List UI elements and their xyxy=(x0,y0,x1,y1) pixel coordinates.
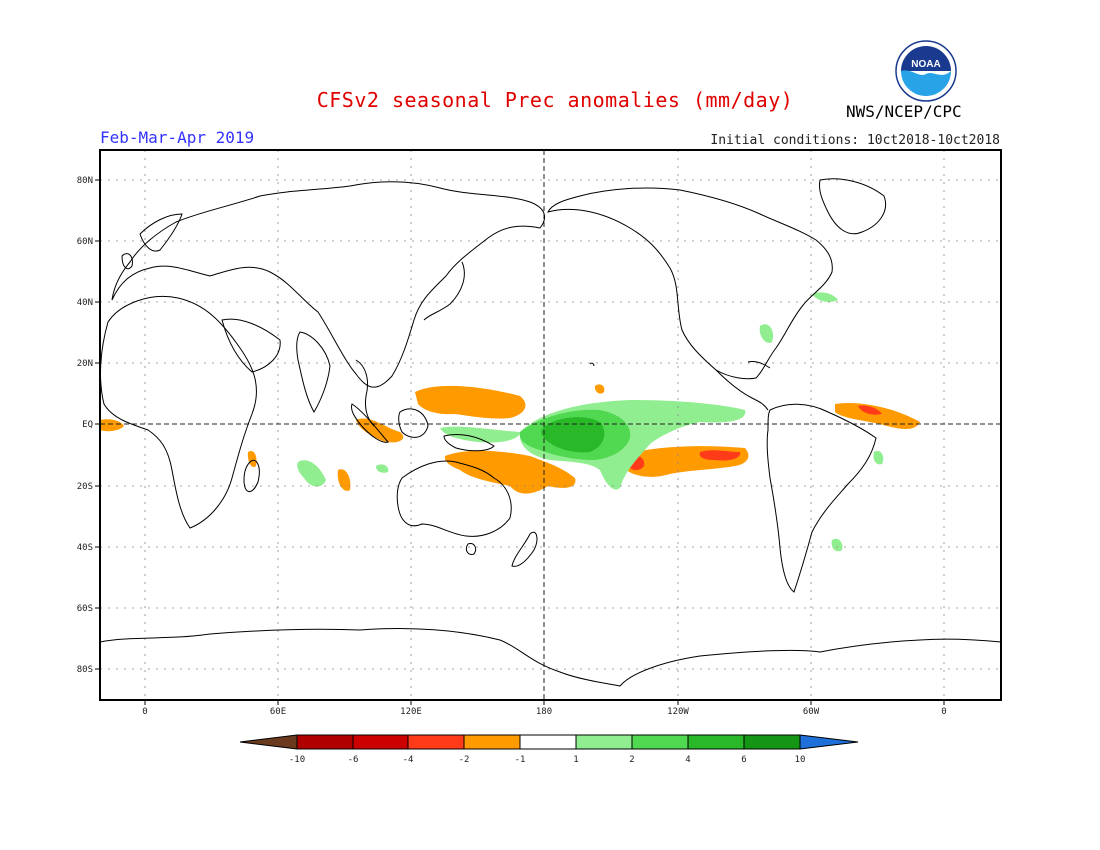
map-panel xyxy=(100,150,1001,700)
lat-tick-label: 60S xyxy=(77,604,93,614)
wet-anomaly-brazil-east xyxy=(873,450,884,465)
coast-madagascar xyxy=(243,459,260,492)
colorbar-seg-arrow-left xyxy=(240,735,297,749)
lon-axis: 0 60E 120E 180 120W 60W 0 xyxy=(142,700,947,717)
coast-south-america xyxy=(766,403,877,593)
wet-anomaly-indian-ocean xyxy=(297,460,326,487)
colorbar-label: 2 xyxy=(629,755,634,765)
dry-anomaly-strong-pacific-east xyxy=(699,450,741,461)
colorbar-label: -6 xyxy=(348,755,359,765)
coast-cuba xyxy=(747,361,771,369)
coast-central-america xyxy=(715,369,769,411)
lat-tick-label: 40N xyxy=(77,298,93,308)
dry-anomaly-madagascar-east xyxy=(247,450,257,468)
lat-tick-label: 20S xyxy=(77,482,93,492)
coast-scandinavia xyxy=(139,213,183,252)
noaa-logo: NOAA xyxy=(895,40,957,102)
wet-anomaly-south-america-south xyxy=(831,538,843,552)
coast-india xyxy=(296,331,331,413)
dry-anomaly-gulf-of-guinea xyxy=(100,419,124,432)
lat-tick-label: 20N xyxy=(77,359,93,369)
lat-tick-label: EQ xyxy=(82,420,93,430)
map-border xyxy=(99,149,1002,701)
coast-africa xyxy=(100,295,257,529)
lon-tick-label: 60W xyxy=(803,707,820,717)
colorbar-label: 10 xyxy=(795,755,806,765)
colorbar: -10 -6 -4 -2 -1 1 2 4 6 10 xyxy=(239,734,859,765)
coast-japan xyxy=(423,261,465,321)
lon-tick-label: 120W xyxy=(667,707,689,717)
lon-tick-label: 0 xyxy=(941,707,946,717)
coast-new-guinea xyxy=(443,433,495,452)
coast-australia xyxy=(396,460,512,537)
lat-tick-label: 40S xyxy=(77,543,93,553)
lat-axis: 80N 60N 40N 20N EQ 20S 40S 60S 80S xyxy=(77,176,100,675)
lon-tick-label: 60E xyxy=(270,707,286,717)
dry-anomaly-northern-australia xyxy=(444,450,576,494)
coast-sumatra xyxy=(351,403,389,443)
dry-anomaly-indonesia xyxy=(356,418,404,443)
dry-anomaly-atlantic-equatorial xyxy=(835,402,920,429)
dry-anomaly-central-pacific-north xyxy=(594,384,605,394)
lon-tick-label: 120E xyxy=(400,707,422,717)
coast-hawaii xyxy=(589,362,595,367)
logo-text: NOAA xyxy=(911,59,940,70)
colorbar-seg xyxy=(632,735,688,749)
wet-anomaly-us-east-coast xyxy=(812,292,838,302)
coast-uk xyxy=(121,253,133,270)
initial-conditions-label: Initial conditions: 10ct2018-10ct2018 xyxy=(710,133,1000,148)
colorbar-seg xyxy=(576,735,632,749)
colorbar-seg xyxy=(464,735,520,749)
dry-anomaly-west-pacific-north xyxy=(415,385,526,419)
colorbar-label: 4 xyxy=(685,755,690,765)
colorbar-label: -2 xyxy=(459,755,470,765)
colorbar-seg xyxy=(408,735,464,749)
forecast-period: Feb-Mar-Apr 2019 xyxy=(100,128,255,147)
coast-tasmania xyxy=(465,543,477,555)
colorbar-seg xyxy=(688,735,744,749)
lat-tick-label: 60N xyxy=(77,237,93,247)
colorbar-seg xyxy=(297,735,353,749)
colorbar-label: -1 xyxy=(515,755,526,765)
dry-anomaly-indian-ocean-south xyxy=(337,469,351,491)
anomaly-shading xyxy=(100,292,920,552)
coast-antarctica xyxy=(100,627,1001,687)
colorbar-label: 6 xyxy=(741,755,746,765)
coastlines xyxy=(100,178,1001,687)
coast-greenland xyxy=(819,178,886,235)
wet-anomaly-central-pacific-strong xyxy=(541,417,605,453)
lat-tick-label: 80N xyxy=(77,176,93,186)
coast-eurasia xyxy=(111,181,546,388)
lat-tick-label: 80S xyxy=(77,665,93,675)
colorbar-seg xyxy=(353,735,408,749)
coast-borneo xyxy=(398,408,429,438)
lon-tick-label: 0 xyxy=(142,707,147,717)
wet-anomaly-west-pacific-band xyxy=(440,426,520,443)
wet-anomaly-indonesia-small xyxy=(376,464,389,473)
coast-north-america xyxy=(547,187,833,380)
lon-tick-label: 180 xyxy=(536,707,552,717)
map-title: CFSv2 seasonal Prec anomalies (mm/day) xyxy=(316,88,794,112)
colorbar-seg xyxy=(520,735,576,749)
colorbar-seg xyxy=(744,735,800,749)
colorbar-label: -4 xyxy=(403,755,414,765)
coast-arabia xyxy=(221,318,281,373)
agency-label: NWS/NCEP/CPC xyxy=(846,102,962,121)
coast-new-zealand xyxy=(511,531,538,567)
dry-anomaly-strong-atlantic xyxy=(858,405,882,415)
colorbar-label: 1 xyxy=(573,755,578,765)
wet-anomaly-gulf xyxy=(759,324,774,343)
colorbar-label: -10 xyxy=(289,755,305,765)
colorbar-seg-arrow-right xyxy=(800,735,858,749)
